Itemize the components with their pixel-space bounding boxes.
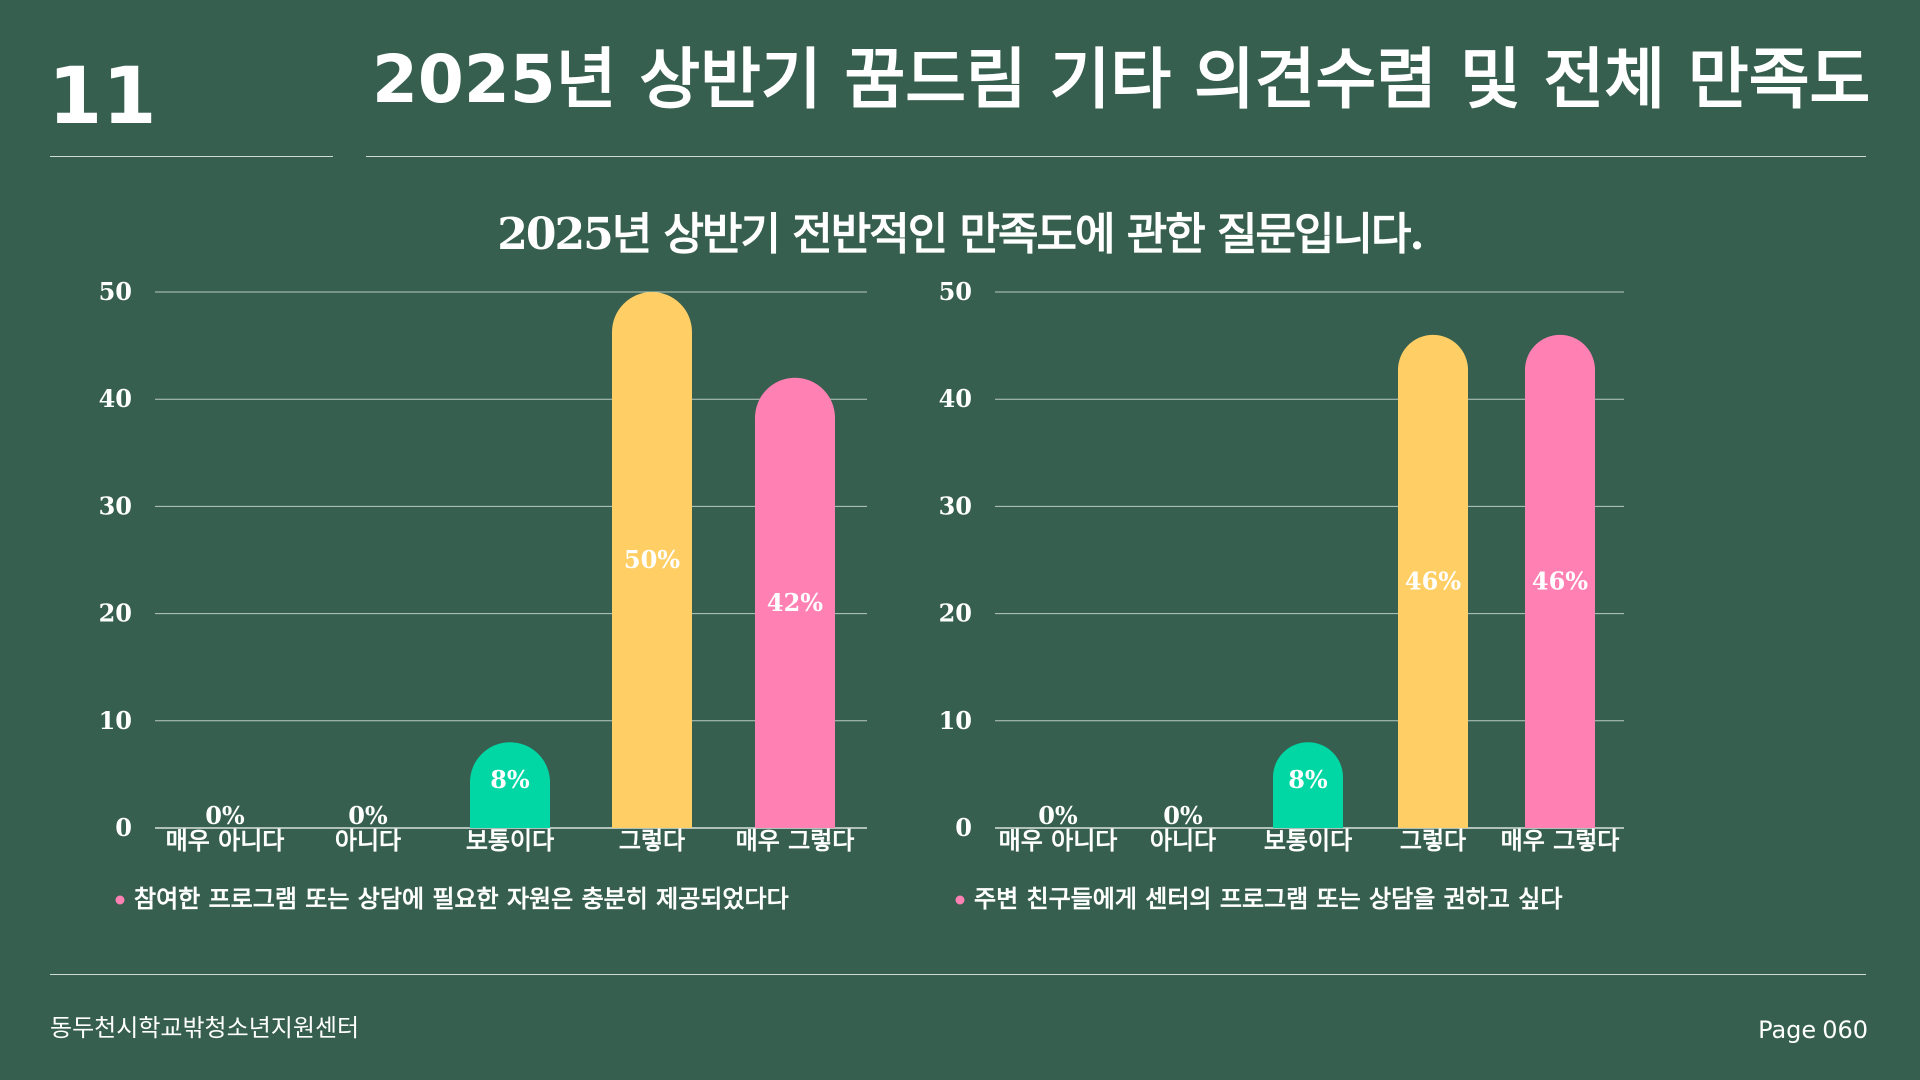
x-category-label: 매우 아니다 bbox=[166, 826, 285, 855]
title-divider-right bbox=[366, 156, 1866, 157]
y-tick-label: 50 bbox=[939, 277, 972, 306]
bar bbox=[755, 377, 835, 828]
data-label: 0% bbox=[1038, 801, 1078, 830]
y-tick-label: 20 bbox=[939, 599, 972, 628]
data-label: 0% bbox=[348, 801, 388, 830]
data-label: 8% bbox=[1288, 765, 1328, 794]
x-category-label: 아니다 bbox=[335, 826, 401, 855]
data-label: 0% bbox=[1163, 801, 1203, 830]
y-tick-label: 0 bbox=[115, 813, 132, 842]
bar bbox=[1398, 334, 1468, 828]
legend-label: 주변 친구들에게 센터의 프로그램 또는 상담을 권하고 싶다 bbox=[974, 884, 1562, 913]
bar bbox=[1273, 742, 1343, 828]
data-label: 42% bbox=[767, 588, 823, 617]
data-label: 8% bbox=[490, 765, 530, 794]
data-label: 46% bbox=[1532, 566, 1588, 595]
x-category-label: 보통이다 bbox=[1264, 826, 1352, 855]
chart-right: 0 10 20 30 40 50 0% 매우 아니다 0% 아니다 8% 보통이다 46% 그렇다 46% 매… bbox=[939, 277, 1624, 913]
page-indicator: Page 060 bbox=[1752, 1016, 1868, 1044]
legend-label: 참여한 프로그램 또는 상담에 필요한 자원은 충분히 제공되었다다 bbox=[134, 884, 789, 913]
page-number: 060 bbox=[1822, 1016, 1868, 1044]
x-category-label: 매우 아니다 bbox=[999, 826, 1118, 855]
legend-marker-icon bbox=[115, 895, 125, 905]
y-tick-label: 0 bbox=[955, 813, 972, 842]
x-category-label: 보통이다 bbox=[466, 826, 554, 855]
title-divider-left bbox=[50, 156, 333, 157]
footer-divider bbox=[50, 974, 1866, 975]
x-category-label: 매우 그렇다 bbox=[1501, 826, 1620, 855]
bar bbox=[470, 742, 550, 828]
footer-organization: 동두천시학교밖청소년지원센터 bbox=[50, 1014, 360, 1042]
data-label: 50% bbox=[624, 545, 680, 574]
y-tick-label: 30 bbox=[939, 491, 972, 520]
chart-subtitle: 2025년 상반기 전반적인 만족도에 관한 질문입니다. bbox=[497, 209, 1425, 260]
y-tick-label: 40 bbox=[99, 384, 132, 413]
x-category-label: 아니다 bbox=[1150, 826, 1216, 855]
page-title: 2025년 상반기 꿈드림 기타 의견수렴 및 전체 만족도 bbox=[372, 41, 1871, 118]
bar bbox=[1525, 334, 1595, 828]
x-category-label: 그렇다 bbox=[619, 826, 685, 855]
chart-left: 0 10 20 30 40 50 0% 매우 아니다 0% 아니다 8% 보통이다 50% 그렇다 42% 매… bbox=[0, 0, 960, 940]
y-tick-label: 50 bbox=[99, 277, 132, 306]
y-tick-label: 10 bbox=[99, 706, 132, 735]
bar bbox=[612, 292, 692, 828]
legend-marker-icon bbox=[955, 895, 965, 905]
page-label: Page bbox=[1758, 1016, 1817, 1044]
y-tick-label: 30 bbox=[99, 491, 132, 520]
x-category-label: 매우 그렇다 bbox=[736, 826, 855, 855]
data-label: 0% bbox=[205, 801, 245, 830]
slide-number: 11 bbox=[48, 52, 157, 142]
y-tick-label: 10 bbox=[939, 706, 972, 735]
y-tick-label: 20 bbox=[99, 599, 132, 628]
x-category-label: 그렇다 bbox=[1400, 826, 1466, 855]
data-label: 46% bbox=[1405, 566, 1461, 595]
y-tick-label: 40 bbox=[939, 384, 972, 413]
